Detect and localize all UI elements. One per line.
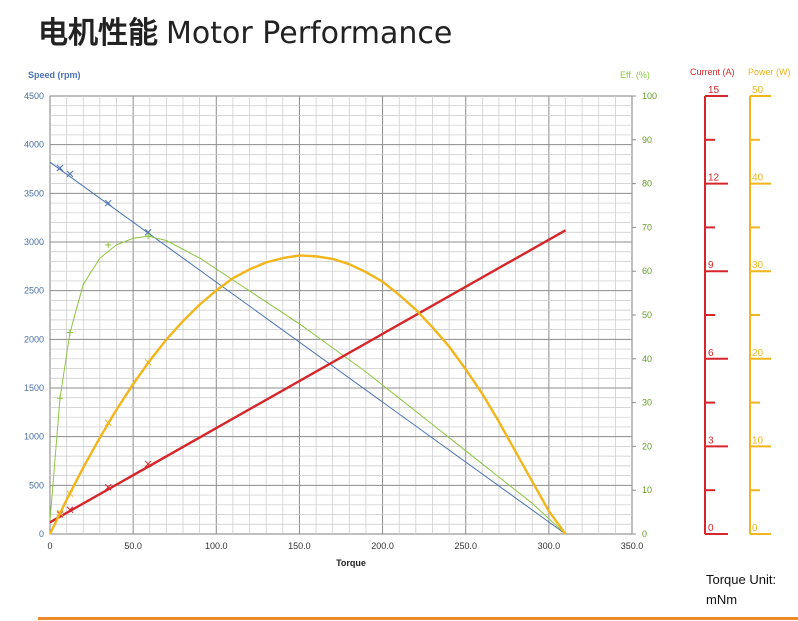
page-title-en: Motor Performance (166, 16, 453, 51)
current-tick-label: 9 (708, 260, 714, 271)
eff-data-point (145, 233, 152, 240)
eff-series-line (49, 235, 566, 535)
x-tick-label: 300.0 (538, 541, 561, 551)
eff-tick-label: 60 (642, 266, 652, 276)
power-data-point (56, 509, 64, 517)
speed-tick-label: 2000 (24, 334, 44, 344)
current-tick-label: 3 (708, 435, 714, 446)
speed-tick-label: 3500 (24, 188, 44, 198)
current-tick-label: 15 (708, 85, 720, 96)
x-tick-label: 0 (47, 541, 52, 551)
power-tick-label: 40 (752, 173, 764, 184)
current-data-point (104, 483, 112, 491)
speed-data-point (104, 199, 112, 207)
eff-tick-label: 100 (642, 91, 657, 101)
eff-tick-label: 10 (642, 485, 652, 495)
x-tick-label: 150.0 (288, 541, 311, 551)
eff-tick-label: 70 (642, 222, 652, 232)
eff-tick-label: 20 (642, 441, 652, 451)
page-title: 电机性能 Motor Performance (38, 8, 452, 52)
eff-tick-label: 0 (642, 529, 647, 539)
speed-tick-label: 4000 (24, 140, 44, 150)
current-data-point (66, 506, 74, 514)
footer-rule (38, 617, 798, 620)
eff-data-point (105, 241, 112, 248)
current-tick-label: 12 (708, 173, 720, 184)
eff-data-point (66, 329, 73, 336)
x-tick-label: 350.0 (621, 541, 644, 551)
current-tick-label: 0 (708, 523, 714, 534)
eff-data-point (56, 395, 63, 402)
power-data-point (144, 358, 152, 366)
current-tick-label: 6 (708, 348, 714, 359)
speed-tick-label: 4500 (24, 91, 44, 101)
speed-tick-label: 500 (29, 480, 44, 490)
x-tick-label: 200.0 (371, 541, 394, 551)
power-tick-label: 50 (752, 85, 764, 96)
speed-tick-label: 0 (39, 529, 44, 539)
x-axis-title: Torque (336, 558, 366, 568)
eff-tick-label: 90 (642, 135, 652, 145)
eff-tick-label: 30 (642, 398, 652, 408)
eff-axis-title: Eff. (%) (620, 70, 650, 80)
x-tick-label: 50.0 (124, 541, 142, 551)
speed-axis-title: Speed (rpm) (28, 70, 81, 80)
torque-unit-value: mNm (706, 592, 738, 607)
power-data-point (66, 490, 74, 498)
power-tick-label: 20 (752, 348, 764, 359)
speed-data-point (56, 164, 64, 172)
x-tick-label: 250.0 (454, 541, 477, 551)
speed-tick-label: 2500 (24, 286, 44, 296)
speed-data-point (66, 170, 74, 178)
speed-data-point (144, 228, 152, 236)
eff-tick-label: 40 (642, 354, 652, 364)
current-data-point (144, 460, 152, 468)
current-series-line (49, 229, 567, 524)
power-tick-label: 0 (752, 523, 758, 534)
speed-tick-label: 3000 (24, 237, 44, 247)
power-tick-label: 30 (752, 260, 764, 271)
page-title-cn: 电机性能 (38, 16, 158, 51)
speed-series-line (49, 161, 566, 535)
current-axis-title: Current (A) (690, 67, 735, 77)
speed-tick-label: 1000 (24, 432, 44, 442)
power-data-point (104, 419, 112, 427)
power-series-line (48, 254, 567, 535)
power-axis-title: Power (W) (748, 67, 791, 77)
eff-tick-label: 80 (642, 179, 652, 189)
torque-unit-label: Torque Unit: (706, 572, 777, 587)
plot-area (49, 95, 633, 535)
x-tick-label: 100.0 (205, 541, 228, 551)
power-tick-label: 10 (752, 435, 764, 446)
speed-tick-label: 1500 (24, 383, 44, 393)
eff-tick-label: 50 (642, 310, 652, 320)
